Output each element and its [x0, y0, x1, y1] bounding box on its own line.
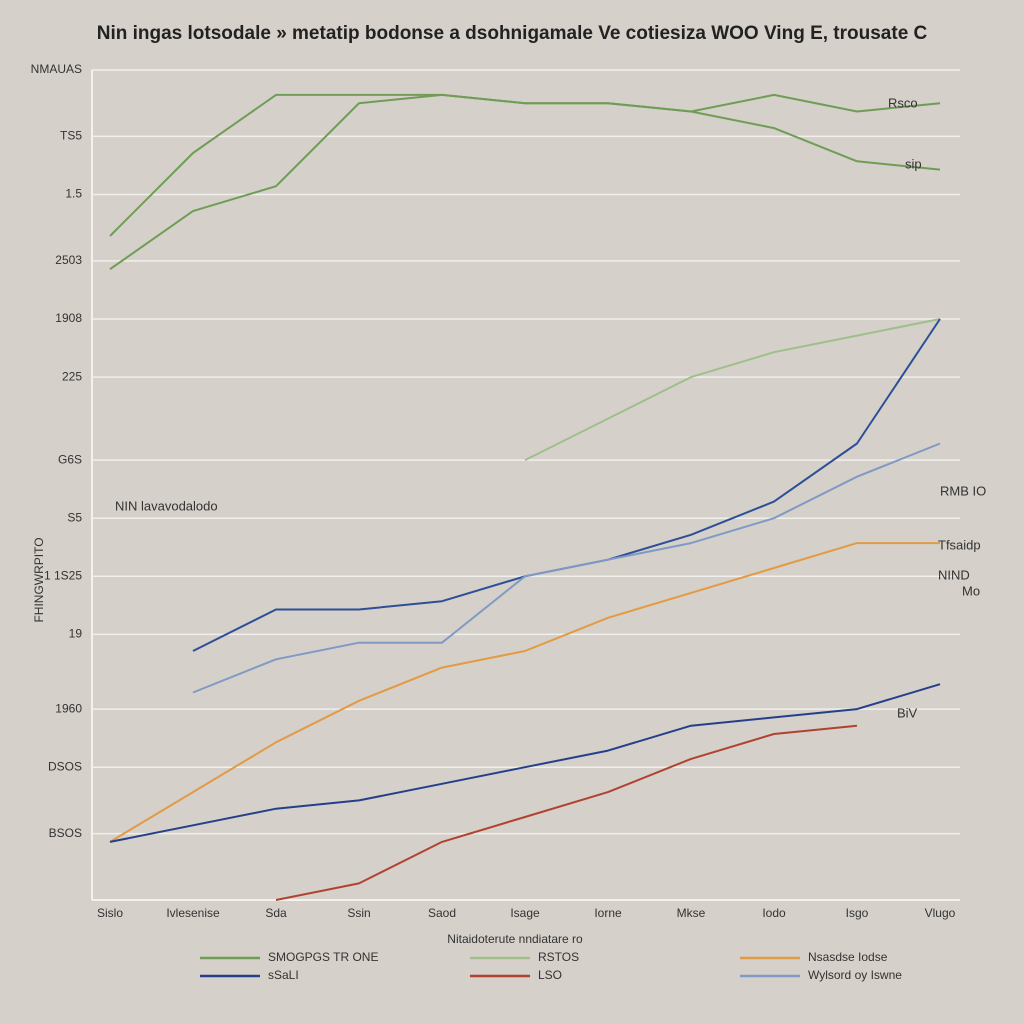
series-line	[192, 442, 941, 694]
annotation: BiV	[897, 705, 918, 720]
x-axis-label: Nitaidoterute nndiatare ro	[447, 932, 583, 946]
y-tick-label: NMAUAS	[31, 62, 82, 76]
annotation: RMB IO	[940, 483, 986, 498]
series-line	[275, 724, 858, 901]
y-tick-label: 225	[62, 369, 82, 383]
series-line	[109, 683, 941, 843]
annotation: sip	[905, 156, 922, 171]
y-tick-label: TS5	[60, 129, 82, 143]
annotation: Tfsaidp	[938, 537, 981, 552]
series-line	[109, 542, 940, 843]
x-tick-label: Vlugo	[925, 906, 956, 920]
series-line	[192, 318, 941, 652]
annotation: NIND	[938, 567, 970, 582]
y-tick-label: 1.5	[65, 187, 82, 201]
annotation: NIN lavavodalodo	[115, 498, 218, 513]
legend-label: Wylsord oy Iswne	[808, 968, 902, 982]
x-tick-label: Ssin	[347, 906, 370, 920]
series-line	[524, 318, 941, 461]
series-line	[109, 93, 941, 271]
y-tick-label: G6S	[58, 452, 82, 466]
x-tick-label: Saod	[428, 906, 456, 920]
y-tick-label: BSOS	[49, 826, 82, 840]
x-tick-label: Ivlesenise	[166, 906, 220, 920]
annotation: Mo	[962, 583, 980, 598]
chart-title: Nin ingas lotsodale » metatip bodonse a …	[97, 23, 928, 44]
y-tick-label: 1908	[55, 311, 82, 325]
y-tick-label: 1 1S25	[44, 568, 82, 582]
y-tick-label: S5	[67, 510, 82, 524]
x-tick-label: Iorne	[594, 906, 622, 920]
y-tick-label: DSOS	[48, 759, 82, 773]
x-tick-label: Isage	[510, 906, 540, 920]
x-tick-label: Mkse	[677, 906, 706, 920]
legend-label: LSO	[538, 968, 562, 982]
x-tick-label: Sislo	[97, 906, 123, 920]
x-tick-label: Isgo	[846, 906, 869, 920]
y-tick-label: 19	[69, 627, 83, 641]
series-line	[109, 93, 941, 237]
x-tick-label: Iodo	[762, 906, 786, 920]
annotation: Rsco	[888, 95, 918, 110]
legend-label: sSaLI	[268, 968, 299, 982]
y-axis-label: FHINGWRPITO	[32, 537, 46, 622]
x-tick-label: Sda	[265, 906, 287, 920]
legend-label: Nsasdse Iodse	[808, 950, 888, 964]
legend-label: SMOGPGS TR ONE	[268, 950, 378, 964]
legend-label: RSTOS	[538, 950, 579, 964]
y-tick-label: 2503	[55, 253, 82, 267]
y-tick-label: 1960	[55, 701, 82, 715]
